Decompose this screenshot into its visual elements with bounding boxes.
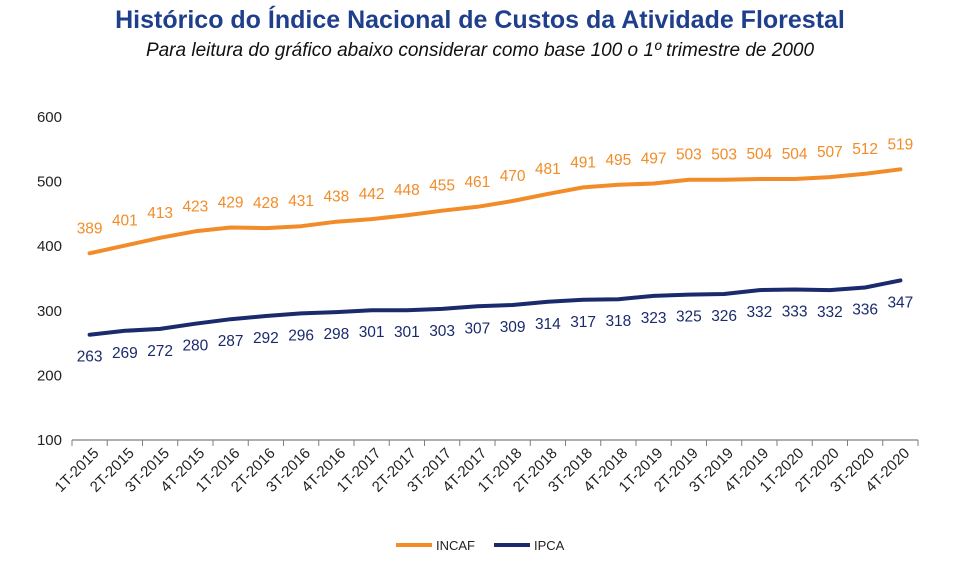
data-label-ipca: 269 <box>112 345 138 362</box>
chart-title: Histórico do Índice Nacional de Custos d… <box>115 6 845 34</box>
chart-subtitle: Para leitura do gráfico abaixo considera… <box>145 40 815 61</box>
data-label-incaf: 491 <box>570 154 596 171</box>
data-label-incaf: 470 <box>500 168 526 185</box>
data-label-incaf: 495 <box>605 152 631 169</box>
data-label-incaf: 428 <box>253 195 279 212</box>
y-tick-label: 300 <box>37 303 62 320</box>
y-tick-label: 400 <box>37 238 62 255</box>
data-label-incaf: 413 <box>147 205 173 222</box>
data-label-ipca: 272 <box>147 343 173 360</box>
data-label-incaf: 481 <box>535 161 561 178</box>
data-label-incaf: 519 <box>887 136 913 153</box>
chart-series-lines <box>87 167 903 337</box>
data-label-ipca: 287 <box>218 333 244 350</box>
data-label-ipca: 296 <box>288 327 314 344</box>
data-label-incaf: 512 <box>852 141 878 158</box>
data-label-ipca: 298 <box>323 326 349 343</box>
data-label-ipca: 314 <box>535 316 561 333</box>
data-label-incaf: 438 <box>323 189 349 206</box>
data-label-ipca: 301 <box>359 324 385 341</box>
data-label-incaf: 389 <box>77 220 103 237</box>
data-label-incaf: 504 <box>782 146 808 163</box>
data-label-ipca: 317 <box>570 314 596 331</box>
data-label-ipca: 309 <box>500 319 526 336</box>
legend-label-ipca: IPCA <box>534 538 565 553</box>
data-label-ipca: 280 <box>182 338 208 355</box>
data-label-ipca: 292 <box>253 330 279 347</box>
series-line-incaf <box>87 167 903 256</box>
chart-data-labels: 389 401 413 423 429 428 431 438 442 448 455 461 470 4… <box>77 136 914 365</box>
data-label-ipca: 336 <box>852 302 878 319</box>
data-label-incaf: 504 <box>746 146 772 163</box>
data-label-incaf: 423 <box>182 198 208 215</box>
data-label-incaf: 429 <box>218 194 244 211</box>
y-tick-label: 600 <box>37 109 62 126</box>
data-label-ipca: 323 <box>641 310 667 327</box>
data-label-ipca: 307 <box>464 320 490 337</box>
legend-label-incaf: INCAF <box>436 538 475 553</box>
y-tick-label: 500 <box>37 174 62 191</box>
data-label-ipca: 326 <box>711 308 737 325</box>
y-tick-label: 200 <box>37 367 62 384</box>
y-tick-label: 100 <box>37 432 62 449</box>
chart-axes: 1002003004005006001T-20152T-20153T-20154… <box>37 109 919 496</box>
data-label-ipca: 318 <box>605 313 631 330</box>
data-label-incaf: 431 <box>288 193 314 210</box>
data-label-incaf: 442 <box>359 186 385 203</box>
data-label-incaf: 461 <box>464 174 490 191</box>
data-label-ipca: 301 <box>394 324 420 341</box>
data-label-incaf: 507 <box>817 144 843 161</box>
series-line-ipca <box>87 278 903 337</box>
data-label-incaf: 401 <box>112 213 138 230</box>
data-label-incaf: 503 <box>676 147 702 164</box>
data-label-ipca: 332 <box>746 304 772 321</box>
data-label-incaf: 497 <box>641 151 667 168</box>
chart-legend: INCAF IPCA <box>396 538 565 553</box>
data-label-ipca: 347 <box>887 294 913 311</box>
data-label-ipca: 325 <box>676 309 702 326</box>
data-label-incaf: 448 <box>394 182 420 199</box>
data-label-ipca: 263 <box>77 349 103 366</box>
data-label-ipca: 332 <box>817 304 843 321</box>
data-label-incaf: 503 <box>711 147 737 164</box>
data-label-ipca: 303 <box>429 323 455 340</box>
data-label-ipca: 333 <box>782 303 808 320</box>
data-label-incaf: 455 <box>429 178 455 195</box>
